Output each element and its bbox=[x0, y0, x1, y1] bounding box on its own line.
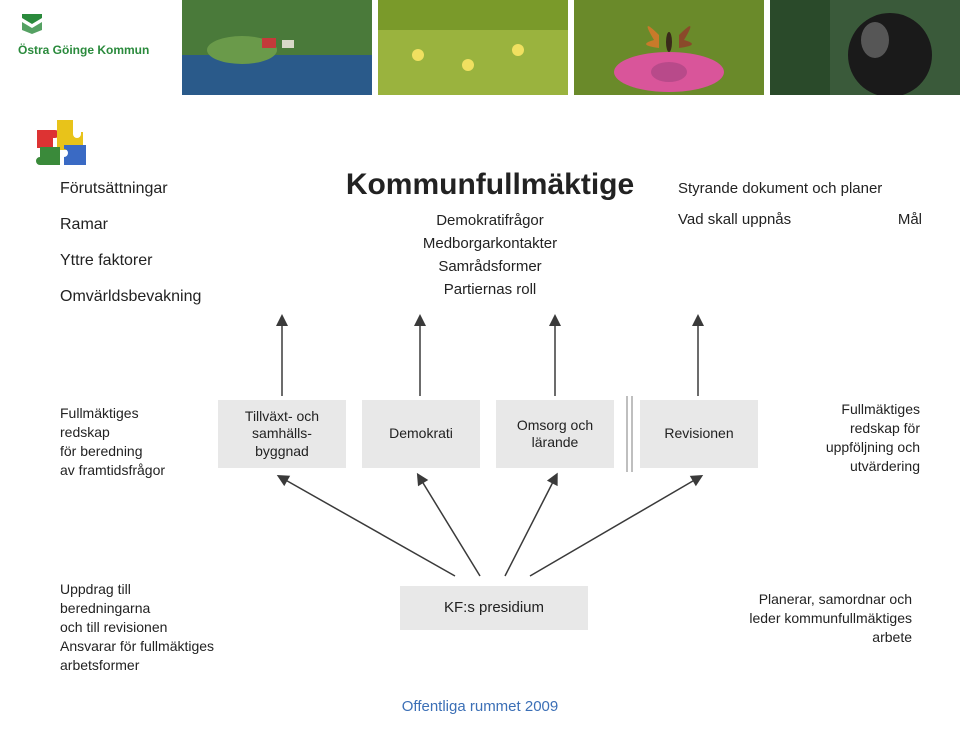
header-strip: Östra Göinge Kommun bbox=[0, 0, 960, 95]
box-omsorg: Omsorg ochlärande bbox=[496, 400, 614, 468]
row3-right-text: Planerar, samordnar ochleder kommunfullm… bbox=[697, 590, 912, 647]
arrows-upper bbox=[0, 310, 960, 408]
center-sub-2: Samrådsformer bbox=[335, 258, 645, 275]
photo-lake bbox=[182, 0, 372, 95]
top-row: Förutsättningar Ramar Yttre faktorer Omv… bbox=[0, 180, 960, 310]
center-sub-3: Partiernas roll bbox=[335, 281, 645, 298]
top-left-2: Yttre faktorer bbox=[60, 252, 240, 270]
right-mal: Mål bbox=[898, 211, 922, 228]
photo-meadow bbox=[378, 0, 568, 95]
row2-left-text: Fullmäktigesredskapför beredningav framt… bbox=[60, 404, 200, 480]
logo-block: Östra Göinge Kommun bbox=[0, 0, 182, 57]
box-demokrati: Demokrati bbox=[362, 400, 480, 468]
bottom-row: Uppdrag tillberedningarnaoch till revisi… bbox=[0, 580, 960, 680]
center-sub-0: Demokratifrågor bbox=[335, 212, 645, 229]
logo-text: Östra Göinge Kommun bbox=[18, 43, 182, 57]
header-photo-row bbox=[182, 0, 960, 95]
diagram-content: Förutsättningar Ramar Yttre faktorer Omv… bbox=[0, 180, 960, 729]
row3-left-text: Uppdrag tillberedningarnaoch till revisi… bbox=[60, 580, 265, 674]
photo-butterfly bbox=[574, 0, 764, 95]
right-line-2-wrap: Vad skall uppnås Mål bbox=[678, 211, 918, 228]
top-right-col: Styrande dokument och planer Vad skall u… bbox=[678, 180, 918, 242]
top-left-0: Förutsättningar bbox=[60, 180, 240, 198]
middle-row: Fullmäktigesredskapför beredningav framt… bbox=[0, 400, 960, 490]
photo-sphere bbox=[770, 0, 960, 95]
divider-vertical bbox=[626, 396, 634, 472]
row2-right-text: Fullmäktigesredskap föruppföljning ochut… bbox=[785, 400, 920, 476]
center-title: Kommunfullmäktige bbox=[335, 168, 645, 202]
footer-text: Offentliga rummet 2009 bbox=[0, 698, 960, 715]
logo-shield-icon bbox=[18, 12, 46, 36]
top-left-1: Ramar bbox=[60, 216, 240, 234]
box-revisionen: Revisionen bbox=[640, 400, 758, 468]
right-line-1: Styrande dokument och planer bbox=[678, 180, 918, 197]
box-presidium: KF:s presidium bbox=[400, 586, 588, 630]
puzzle-icon bbox=[32, 115, 102, 170]
top-left-3: Omvärldsbevakning bbox=[60, 288, 240, 306]
right-line-2: Vad skall uppnås bbox=[678, 211, 791, 228]
center-sub-1: Medborgarkontakter bbox=[335, 235, 645, 252]
top-left-col: Förutsättningar Ramar Yttre faktorer Omv… bbox=[60, 180, 240, 324]
top-center-col: Kommunfullmäktige Demokratifrågor Medbor… bbox=[335, 168, 645, 304]
box-tillvaxt: Tillväxt- ochsamhälls-byggnad bbox=[218, 400, 346, 468]
